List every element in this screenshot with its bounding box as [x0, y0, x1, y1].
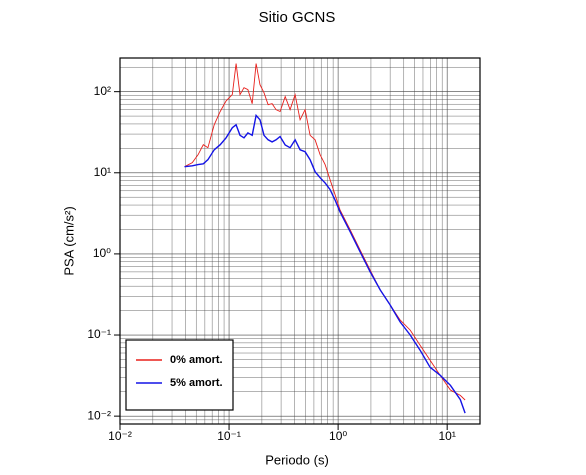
y-axis-label: PSA (cm/s²) — [61, 206, 76, 275]
x-tick-label: 10¹ — [438, 429, 455, 443]
x-axis-label: Periodo (s) — [265, 452, 329, 467]
data-line — [184, 113, 466, 414]
legend-box — [125, 339, 234, 411]
chart-title: Sitio GCNS — [259, 9, 336, 26]
x-tick-label: 10⁻¹ — [217, 429, 241, 443]
x-tick-label: 10⁰ — [329, 429, 347, 443]
legend-label: 0% amort. — [170, 354, 223, 366]
y-tick-label: 10¹ — [94, 165, 111, 179]
x-tick-label: 10⁻² — [108, 429, 132, 443]
legend-label: 5% amort. — [170, 377, 223, 389]
y-tick-label: 10⁰ — [93, 246, 111, 260]
y-tick-label: 10² — [94, 84, 111, 98]
y-tick-label: 10⁻¹ — [87, 327, 111, 341]
y-tick-label: 10⁻² — [87, 408, 111, 422]
plot-frame — [119, 57, 481, 425]
